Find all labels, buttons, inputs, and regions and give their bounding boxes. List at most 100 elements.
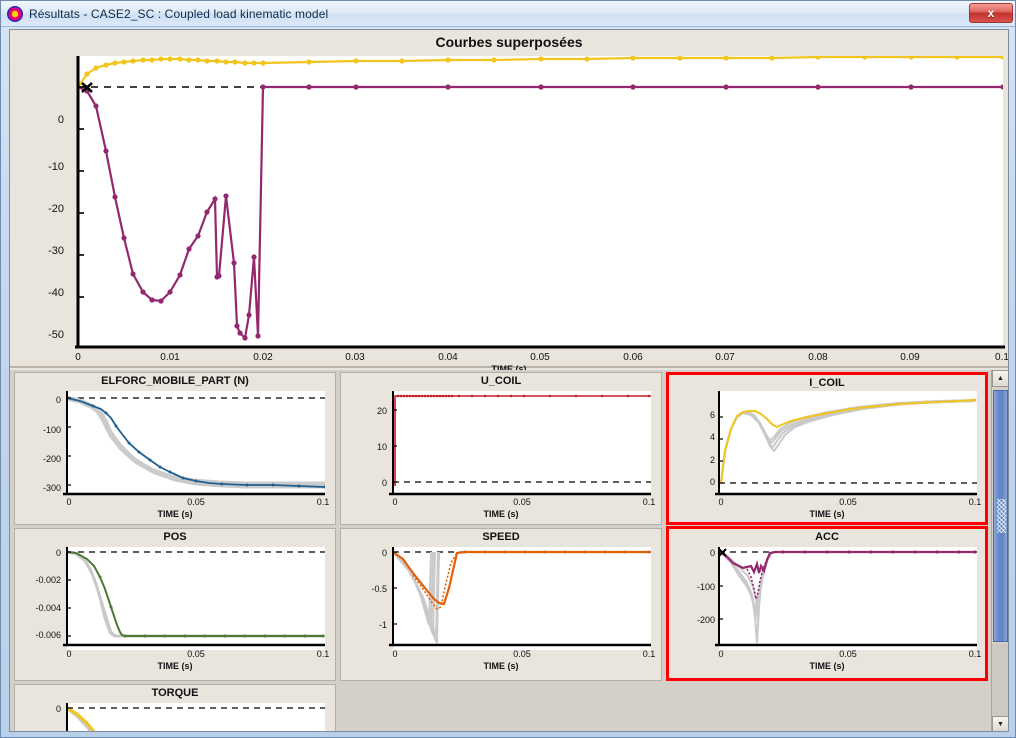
speed-plot[interactable] [389,547,651,650]
icoil-xtick-01: 0.1 [968,497,982,507]
scrollbar-thumb[interactable] [993,390,1008,642]
chart-cell-icoil[interactable]: I_COIL 6 4 2 0 [666,372,988,525]
main-series-icoil-markers [78,56,1003,90]
main-chart-panel[interactable]: Courbes superposées 0 -10 -20 -30 -40 -5… [10,30,1008,374]
chart-title-ucoil: U_COIL [480,375,522,387]
main-xaxis-label: TIME (s) [491,364,527,374]
acc-series [720,550,975,575]
torque-series [67,706,96,731]
chart-title-icoil: I_COIL [809,377,845,389]
client-area: Courbes superposées 0 -1 0 -20 -30 -40 -5… [9,29,1009,732]
ucoil-xlabel: TIME (s) [483,509,519,519]
pos-ytick-m0004: -0.004 [35,603,61,613]
ucoil-ytick-10: 10 [376,442,387,452]
elforc-series [67,397,325,488]
elforc-ytick-m300: -300 [42,483,61,493]
acc-xlabel: TIME (s) [809,661,845,671]
pos-series [67,551,323,637]
acc-xtick-005: 0.05 [839,649,857,659]
chart-title-pos: POS [163,531,187,543]
speed-xtick-0: 0 [392,649,398,659]
pos-ytick-m0006: -0.006 [35,630,61,640]
ucoil-series [394,395,651,486]
elforc-ytick-0: 0 [55,395,61,405]
speed-ytick-m05: -0.5 [371,584,387,594]
icoil-series [720,399,976,484]
elforc-svg [67,395,325,489]
app-icon [7,5,23,22]
main-xtick-002: 0.02 [253,352,273,363]
ucoil-svg [393,394,651,486]
pos-ytick-0: 0 [55,548,61,558]
ucoil-xtick-01: 0.1 [642,497,656,507]
main-xtick-008: 0.08 [808,352,828,363]
acc-svg [719,548,977,644]
elforc-xtick-0: 0 [66,497,72,507]
torque-svg [67,706,325,731]
icoil-plot[interactable] [715,391,977,496]
pos-xtick-01: 0.1 [316,649,330,659]
main-origin-marker [81,82,93,93]
main-ytick-m30: -30 [48,245,64,257]
chart-cell-acc[interactable]: ACC 0 -100 -200 [666,526,988,681]
icoil-ytick-2: 2 [709,455,715,465]
elforc-xlabel: TIME (s) [157,509,193,519]
title-bar[interactable]: Résultats - CASE2_SC : Coupled load kine… [1,1,1015,27]
icoil-xtick-005: 0.05 [839,497,857,507]
speed-ytick-0: 0 [381,548,387,558]
close-button[interactable]: x [969,3,1013,23]
torque-ytick-0: 0 [55,704,61,714]
icoil-xlabel: TIME (s) [809,509,845,519]
pos-ytick-m0002: -0.002 [35,575,61,585]
main-series-acc-markers [84,84,1003,341]
elforc-xtick-005: 0.05 [187,497,205,507]
speed-svg [393,550,651,644]
scroll-up-arrow[interactable]: ▲ [992,370,1008,387]
elforc-plot[interactable] [63,391,325,496]
icoil-ytick-6: 6 [709,410,715,420]
acc-ytick-m100: -100 [696,582,715,592]
main-ytick-m40: -40 [48,287,64,299]
speed-ytick-m1: -1 [378,620,387,630]
ucoil-ytick-20: 20 [376,406,387,416]
torque-plot[interactable] [66,703,325,731]
elforc-ytick-m100: -100 [42,425,61,435]
main-xtick-009: 0.09 [900,352,920,363]
chart-cell-elforc[interactable]: ELFORC_MOBILE_PART (N) 0 -100 -200 -300 [14,372,336,525]
main-xtick-001: 0.01 [160,352,180,363]
speed-series [393,550,649,606]
main-xtick-0: 0 [75,352,81,363]
ucoil-xtick-005: 0.05 [513,497,531,507]
main-ytick-m50: -50 [48,329,64,341]
icoil-ytick-0: 0 [709,477,715,487]
main-xtick-007: 0.07 [715,352,735,363]
acc-xtick-0: 0 [718,649,724,659]
vertical-scrollbar[interactable]: ▲ ▼ [991,370,1008,731]
ucoil-xtick-0: 0 [392,497,398,507]
chart-title-elforc: ELFORC_MOBILE_PART (N) [101,375,249,387]
main-plot-area[interactable] [75,56,1005,349]
main-chart-svg [78,56,1003,341]
acc-ytick-0: 0 [709,548,715,558]
icoil-ytick-4: 4 [709,432,715,442]
acc-plot[interactable] [715,547,977,650]
icoil-svg [719,398,977,484]
ucoil-plot[interactable] [389,391,651,496]
chart-cell-pos[interactable]: POS 0 -0.002 -0.004 -0.006 [14,528,336,681]
speed-xtick-005: 0.05 [513,649,531,659]
pos-plot[interactable] [63,547,325,650]
chart-cell-ucoil[interactable]: U_COIL 20 10 0 [340,372,662,525]
scroll-down-arrow[interactable]: ▼ [992,716,1008,731]
main-xtick-004: 0.04 [438,352,458,363]
chart-cell-speed[interactable]: SPEED 0 -0.5 -1 [340,528,662,681]
main-chart-title: Courbes superposées [435,34,583,50]
chart-cell-torque[interactable]: TORQUE 0 -100 [14,684,336,731]
main-ytick-m20: -20 [48,203,64,215]
main-xtick-005: 0.05 [530,352,550,363]
window-title: Résultats - CASE2_SC : Coupled load kine… [29,6,329,21]
acc-series-dotted [746,552,772,603]
main-plot-background [78,56,1003,346]
scrollbar-track-bottom[interactable] [992,644,1008,716]
main-xtick-006: 0.06 [623,352,643,363]
